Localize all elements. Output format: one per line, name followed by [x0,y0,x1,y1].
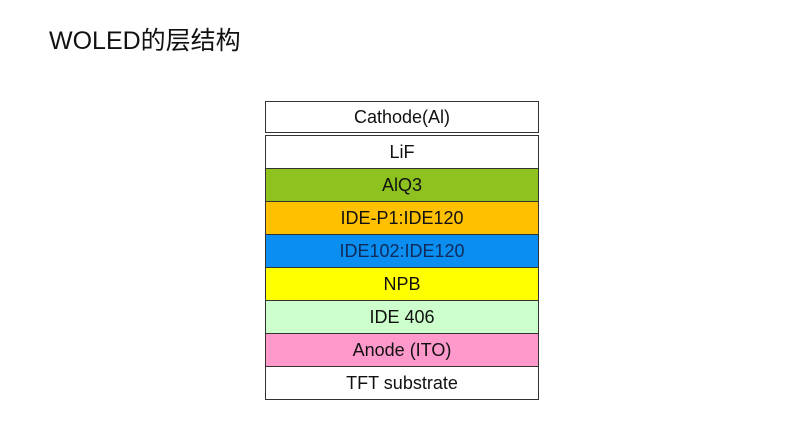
layer-alq3: AlQ3 [265,168,539,202]
layer-npb: NPB [265,267,539,301]
layer-ide406: IDE 406 [265,300,539,334]
layer-cathode: Cathode(Al) [265,101,539,133]
layer-ide-p1: IDE-P1:IDE120 [265,201,539,235]
page-title: WOLED的层结构 [49,27,241,55]
layer-lif: LiF [265,135,539,169]
layer-tft-substrate: TFT substrate [265,366,539,400]
layer-ide102: IDE102:IDE120 [265,234,539,268]
layer-anode: Anode (ITO) [265,333,539,367]
